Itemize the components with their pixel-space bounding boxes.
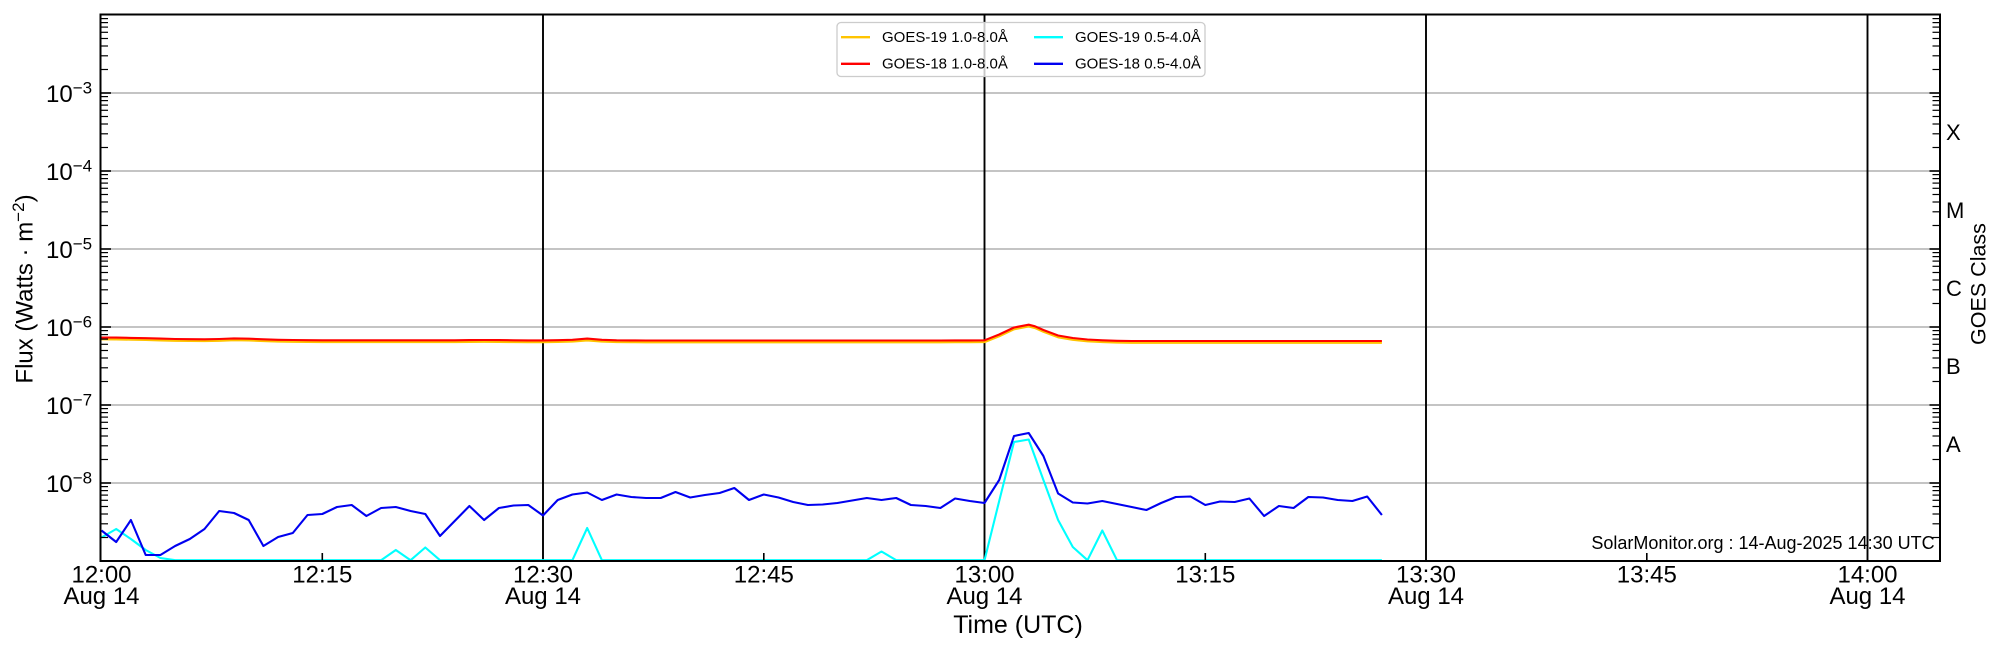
svg-text:GOES-19 1.0-8.0Å: GOES-19 1.0-8.0Å bbox=[882, 29, 1008, 46]
svg-text:Aug 14: Aug 14 bbox=[505, 583, 581, 610]
svg-text:10−4: 10−4 bbox=[46, 157, 92, 187]
svg-text:10−6: 10−6 bbox=[46, 313, 92, 343]
svg-text:Aug 14: Aug 14 bbox=[1388, 583, 1464, 610]
svg-text:A: A bbox=[1946, 432, 1961, 457]
svg-text:13:30: 13:30 bbox=[1396, 562, 1456, 589]
svg-text:12:30: 12:30 bbox=[513, 562, 573, 589]
svg-text:GOES-18 0.5-4.0Å: GOES-18 0.5-4.0Å bbox=[1075, 55, 1201, 72]
svg-text:13:00: 13:00 bbox=[954, 562, 1014, 589]
svg-text:GOES-19 0.5-4.0Å: GOES-19 0.5-4.0Å bbox=[1075, 29, 1201, 46]
svg-text:Aug 14: Aug 14 bbox=[946, 583, 1022, 610]
svg-text:X: X bbox=[1946, 120, 1961, 145]
svg-text:Time (UTC): Time (UTC) bbox=[953, 611, 1083, 639]
svg-text:12:00: 12:00 bbox=[71, 562, 131, 589]
svg-text:13:15: 13:15 bbox=[1175, 562, 1235, 589]
svg-text:Flux (Watts · m−2): Flux (Watts · m−2) bbox=[9, 194, 39, 383]
svg-text:12:45: 12:45 bbox=[734, 562, 794, 589]
svg-text:SolarMonitor.org : 14-Aug-2025: SolarMonitor.org : 14-Aug-2025 14:30 UTC bbox=[1591, 533, 1934, 553]
svg-text:14:00: 14:00 bbox=[1837, 562, 1897, 589]
svg-text:13:45: 13:45 bbox=[1617, 562, 1677, 589]
svg-text:B: B bbox=[1946, 354, 1961, 379]
svg-text:GOES-18 1.0-8.0Å: GOES-18 1.0-8.0Å bbox=[882, 55, 1008, 72]
svg-text:GOES Class: GOES Class bbox=[1967, 223, 1991, 345]
svg-text:C: C bbox=[1946, 276, 1962, 301]
svg-text:12:15: 12:15 bbox=[292, 562, 352, 589]
svg-text:M: M bbox=[1946, 198, 1964, 223]
svg-text:Aug 14: Aug 14 bbox=[63, 583, 139, 610]
svg-text:Aug 14: Aug 14 bbox=[1829, 583, 1905, 610]
